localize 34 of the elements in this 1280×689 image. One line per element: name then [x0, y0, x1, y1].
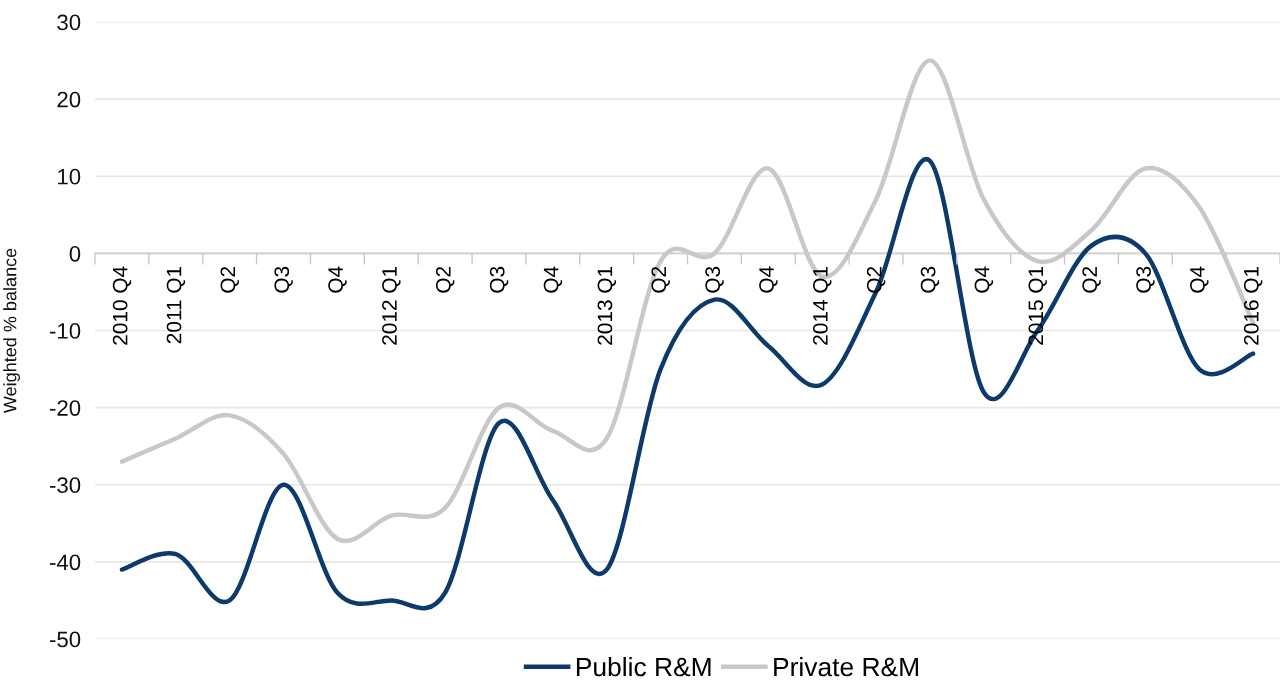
legend-label: Private R&M — [774, 656, 918, 677]
x-tick-label: 2013 Q1 — [597, 266, 617, 345]
y-tick-label: 0 — [69, 245, 81, 262]
x-tick-label: Q4 — [759, 266, 778, 293]
y-tick-label: -20 — [49, 400, 81, 416]
y-tick-label: 20 — [57, 91, 81, 108]
x-tick-label: Q3 — [705, 266, 724, 293]
x-tick-label: Q2 — [1082, 266, 1101, 293]
x-tick-label: 2010 Q4 — [112, 266, 132, 345]
x-tick-label: 2011 Q1 — [166, 266, 186, 344]
y-tick-label: -10 — [49, 323, 81, 339]
x-tick-label: Q3 — [274, 266, 293, 293]
y-tick-label: -50 — [49, 631, 81, 648]
x-tick-label: 2015 Q1 — [1028, 266, 1047, 345]
x-tick-label: 2012 Q1 — [382, 266, 401, 345]
x-tick-label: Q2 — [651, 266, 670, 293]
x-tick-label: Q4 — [1190, 266, 1209, 293]
x-tick-label: Q4 — [974, 266, 994, 293]
y-tick-label: -40 — [49, 554, 81, 571]
x-tick-label: 2014 Q1 — [813, 266, 832, 345]
x-tick-label: 2016 Q1 — [1243, 266, 1263, 345]
x-tick-label: Q4 — [543, 266, 563, 293]
legend-label: Public R&M — [576, 656, 711, 677]
y-tick-label: -30 — [49, 477, 81, 494]
x-tick-label: Q2 — [435, 266, 455, 293]
x-tick-label: Q3 — [1136, 266, 1155, 293]
y-tick-label: 30 — [57, 14, 81, 31]
x-tick-label: Q3 — [489, 266, 509, 293]
x-tick-label: Q4 — [328, 266, 347, 293]
x-tick-label: Q2 — [220, 266, 239, 293]
x-tick-label: Q3 — [920, 266, 940, 293]
x-tick-label: Q2 — [866, 266, 886, 293]
y-tick-label: 10 — [58, 168, 81, 185]
y-axis-title: Weighted % balance — [3, 248, 20, 414]
